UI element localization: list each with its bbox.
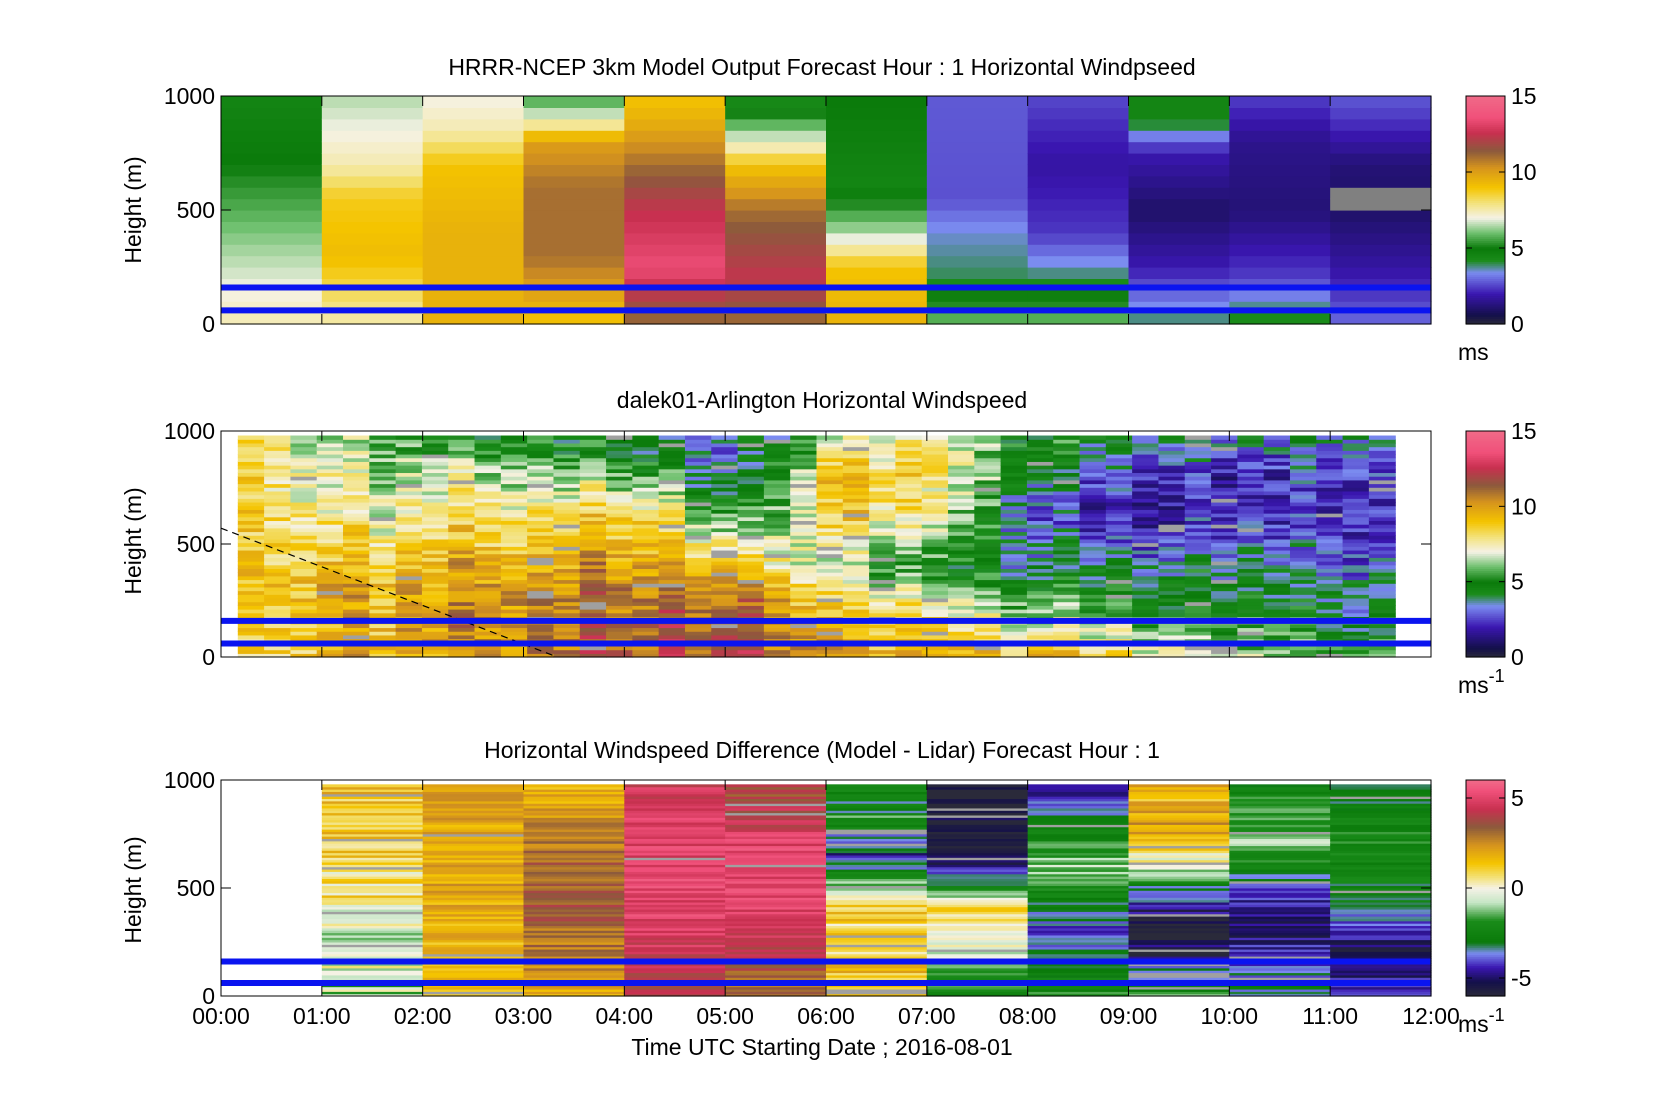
y-tick-label: 500 [177,875,215,901]
colorbar-tick-label: 0 [1511,875,1524,901]
y-tick-label: 0 [202,311,215,337]
x-tick-label: 04:00 [596,1003,654,1029]
x-tick-label: 03:00 [495,1003,553,1029]
y-axis-label: Height (m) [120,487,146,594]
x-tick-label: 12:00 [1402,1003,1460,1029]
y-tick-label: 1000 [164,767,215,793]
colorbar-unit: ms-1 [1458,1005,1505,1037]
colorbar-tick-label: 10 [1511,493,1537,519]
colorbar-frame [1465,430,1506,658]
colorbar-tick-label: 5 [1511,569,1524,595]
colorbar-tick-label: 15 [1511,83,1537,109]
x-tick-label: 09:00 [1100,1003,1158,1029]
colorbar: -5 0 5 ms-1 [1458,779,1531,1037]
heatmap: 0 500 1000 [164,83,1432,337]
colorbar-frame [1465,95,1506,325]
heatmap: 0 500 1000 [164,418,1432,670]
y-tick-label: 500 [177,531,215,557]
panel-difference: Horizontal Windspeed Difference (Model -… [120,737,1531,1037]
panel-title: Horizontal Windspeed Difference (Model -… [484,737,1160,763]
panel-lidar: dalek01-Arlington Horizontal Windspeed H… [120,387,1537,698]
colorbar-unit: ms-1 [1458,666,1505,698]
x-tick-label: 11:00 [1302,1003,1358,1029]
x-tick-label: 01:00 [293,1003,351,1029]
x-axis-label: Time UTC Starting Date ; 2016-08-01 [631,1034,1012,1060]
colorbar-tick-label: 5 [1511,785,1524,811]
colorbar-tick-label: 5 [1511,235,1524,261]
heatmap-cells [321,784,1432,997]
colorbar-tick-label: 0 [1511,644,1524,670]
colorbar: 0 5 10 15 ms-1 [1458,418,1537,698]
colorbar-tick-label: 0 [1511,311,1524,337]
y-axis-label: Height (m) [120,156,146,263]
heatmap-cells [237,435,1396,658]
colorbar-tick-label: 10 [1511,159,1537,185]
y-tick-label: 500 [177,197,215,223]
x-tick-label: 10:00 [1201,1003,1259,1029]
colorbar-tick-label: 15 [1511,418,1537,444]
panel-model: HRRR-NCEP 3km Model Output Forecast Hour… [120,54,1537,365]
x-tick-label: 05:00 [696,1003,754,1029]
y-tick-label: 1000 [164,418,215,444]
y-tick-label: 0 [202,983,215,1009]
x-tick-label: 08:00 [999,1003,1057,1029]
heatmap-cells [221,96,1432,325]
panel-title: HRRR-NCEP 3km Model Output Forecast Hour… [448,54,1195,80]
x-tick-label: 07:00 [898,1003,956,1029]
x-tick-label: 06:00 [797,1003,855,1029]
panel-title: dalek01-Arlington Horizontal Windspeed [617,387,1027,413]
y-axis-label: Height (m) [120,836,146,943]
colorbar-tick-label: -5 [1511,965,1531,991]
y-tick-label: 1000 [164,83,215,109]
colorbar: 0 5 10 15 ms [1458,83,1537,365]
y-tick-label: 0 [202,644,215,670]
x-tick-label: 02:00 [394,1003,452,1029]
x-tick-label: 00:00 [192,1003,250,1029]
colorbar-unit: ms [1458,339,1489,365]
heatmap: 0 500 1000 00:00 01:00 02:00 03:00 04:00 05:00 06… [164,767,1460,1029]
